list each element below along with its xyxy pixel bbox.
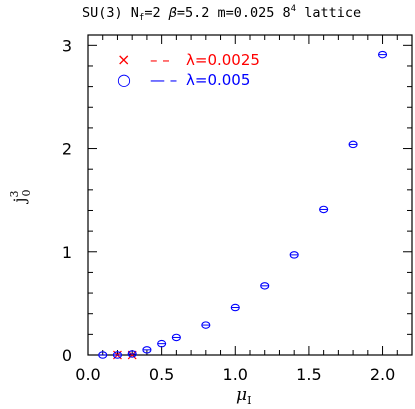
y-tick-label: 0 bbox=[62, 346, 72, 365]
x-tick-label: 0.5 bbox=[149, 365, 174, 384]
y-label-sup: 3 bbox=[8, 191, 21, 198]
title-part-c: =5.2 m=0.025 8 bbox=[177, 5, 291, 21]
axis-ticks bbox=[87, 35, 413, 356]
legend-line-0: – – bbox=[150, 51, 170, 69]
legend-label-1: λ=0.005 bbox=[186, 71, 250, 89]
y-label-sub: 0 bbox=[20, 190, 33, 197]
legend-symbol-0: × bbox=[117, 50, 130, 69]
title-sup-4: 4 bbox=[291, 4, 296, 14]
title-part-d: lattice bbox=[296, 5, 361, 21]
legend-symbol-1: ○ bbox=[117, 70, 131, 89]
y-label-main: j bbox=[10, 198, 29, 205]
title-part-a: SU(3) N bbox=[82, 5, 139, 21]
y-tick-label: 2 bbox=[62, 140, 72, 159]
title-beta: β bbox=[168, 5, 177, 21]
x-label-sub: I bbox=[247, 394, 251, 407]
y-tick-label: 3 bbox=[62, 36, 72, 55]
chart-title: SU(3) Nf=2 β=5.2 m=0.025 84 lattice bbox=[82, 4, 361, 23]
x-tick-label: 0.0 bbox=[75, 365, 100, 384]
legend-line-1: — – bbox=[150, 71, 177, 89]
x-tick-label: 1.5 bbox=[296, 365, 321, 384]
x-tick-labels: 0.0 0.5 1.0 1.5 2.0 bbox=[75, 365, 395, 384]
x-label-main: μ bbox=[236, 385, 247, 405]
x-tick-label: 2.0 bbox=[370, 365, 395, 384]
legend-label-0: λ=0.0025 bbox=[186, 51, 260, 69]
x-axis-label: μI bbox=[236, 385, 251, 407]
x-tick-label: 1.0 bbox=[223, 365, 248, 384]
legend: × – – λ=0.0025 ○ — – λ=0.005 bbox=[117, 50, 260, 89]
title-part-b: =2 bbox=[144, 5, 168, 21]
y-tick-labels: 0 1 2 3 bbox=[62, 36, 72, 365]
y-axis-label: j30 bbox=[8, 190, 33, 205]
title-sub-f: f bbox=[139, 13, 144, 23]
data-points bbox=[98, 50, 388, 360]
y-tick-label: 1 bbox=[62, 243, 72, 262]
data-point bbox=[127, 350, 137, 360]
